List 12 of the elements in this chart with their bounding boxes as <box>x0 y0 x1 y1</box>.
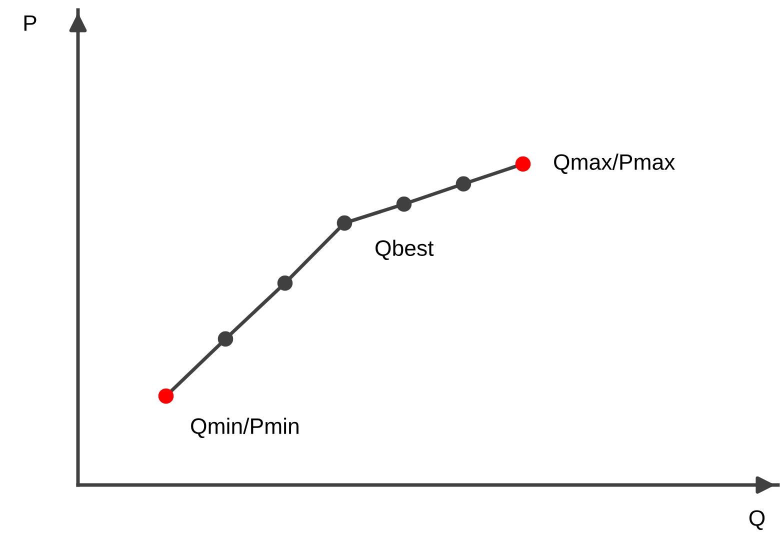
point <box>515 156 531 172</box>
annotation: Qbest <box>376 240 434 260</box>
point <box>336 215 352 231</box>
point <box>218 331 234 347</box>
point <box>277 275 293 291</box>
text: P <box>24 15 36 31</box>
point <box>396 196 412 212</box>
text: Qmax/Pmax <box>554 154 676 174</box>
point <box>158 388 174 404</box>
annotation: Qmin/Pmin <box>191 418 298 438</box>
point <box>456 176 472 192</box>
text: Q <box>749 510 765 530</box>
